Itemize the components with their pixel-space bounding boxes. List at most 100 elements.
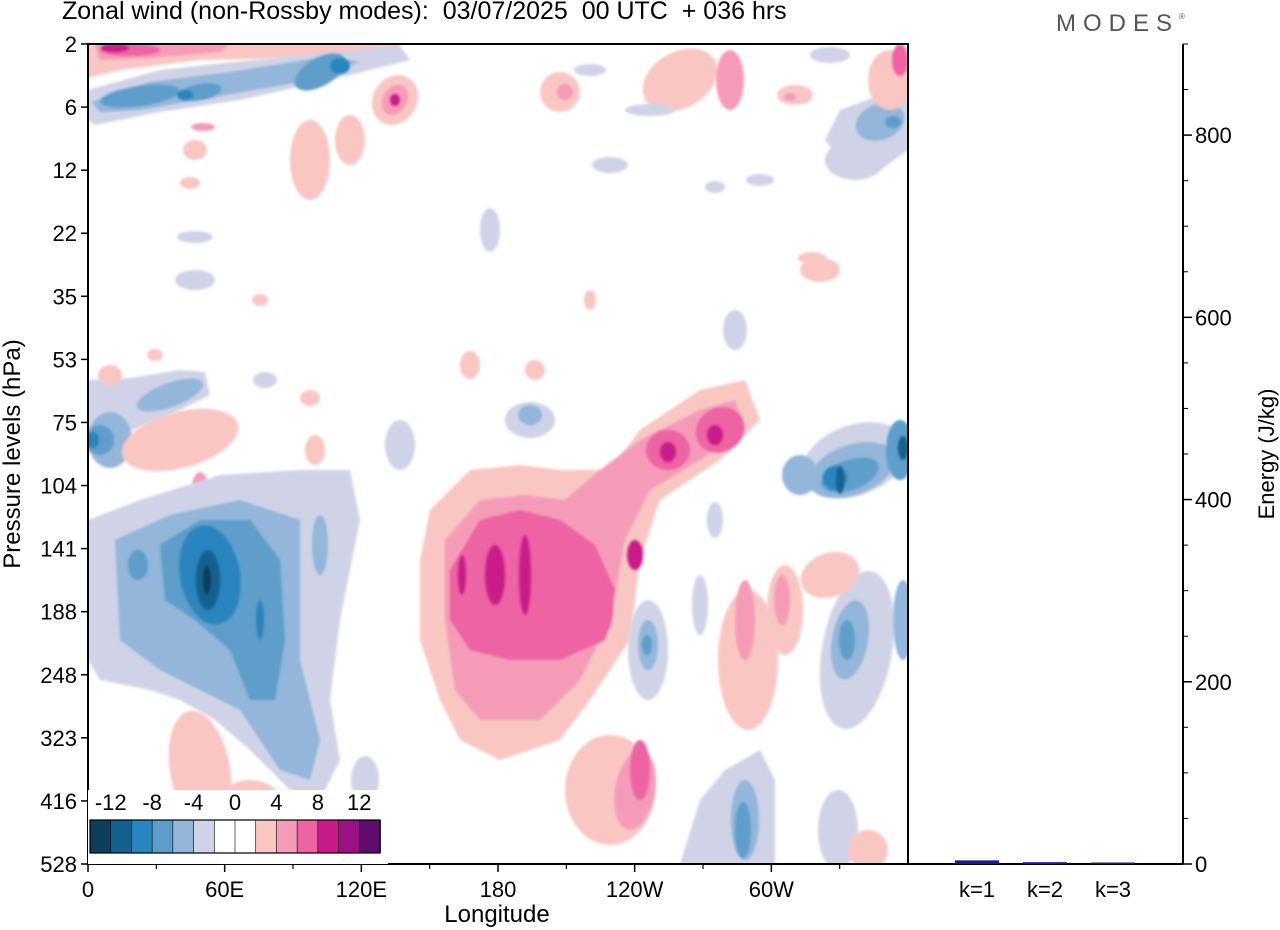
contour-region: [300, 390, 320, 406]
energy-category-label: k=2: [1027, 877, 1063, 902]
colorbar-cell: [234, 819, 257, 854]
y-tick-label: 188: [40, 600, 77, 625]
contour-region: [128, 550, 148, 580]
contour-region: [180, 177, 200, 189]
contour-region: [480, 208, 500, 252]
colorbar-cell: [296, 819, 319, 854]
contour-region: [385, 420, 415, 470]
colorbar-cell: [338, 819, 361, 854]
y-tick-label: 416: [40, 789, 77, 814]
contour-region: [782, 455, 818, 495]
y-tick-label: 12: [53, 158, 77, 183]
contour-region: [800, 551, 860, 599]
contour-region: [898, 436, 908, 460]
y-tick-label: 75: [53, 410, 77, 435]
contour-region: [723, 310, 747, 350]
contour-region: [121, 408, 239, 472]
contour-region: [305, 435, 325, 465]
energy-bars: k=1 k=2 k=3: [955, 860, 1135, 902]
x-axis-label: Longitude: [444, 901, 549, 928]
y-tick-label: 53: [53, 347, 77, 372]
contour-region: [893, 580, 908, 660]
contour-region: [818, 790, 858, 864]
contour-region: [253, 372, 277, 388]
contour-region: [177, 231, 213, 243]
contour-region: [784, 93, 796, 101]
contour-region: [692, 575, 708, 635]
contour-region: [485, 545, 505, 605]
contour-region: [147, 349, 163, 361]
colorbar-label: 0: [229, 790, 241, 815]
energy-bar: [1091, 862, 1135, 864]
contour-region: [798, 252, 826, 264]
contour-region: [460, 351, 480, 379]
x-axis-ticks: 0 60E 120E 180 120W 60W: [82, 864, 841, 902]
energy-tick-label: 200: [1195, 670, 1232, 695]
contour-region: [825, 140, 885, 180]
y-tick-label: 323: [40, 726, 77, 751]
modes-logo: MODES®: [1056, 10, 1185, 38]
colorbar-cell: [151, 819, 174, 854]
contour-region: [330, 58, 350, 74]
energy-axis-label: Energy (J/kg): [1254, 389, 1279, 520]
contour-region: [574, 64, 606, 76]
contour-region: [335, 115, 365, 165]
colorbar-cell: [110, 819, 133, 854]
contour-region: [892, 44, 908, 76]
colorbar-cell: [89, 819, 112, 854]
colorbar-label: 4: [270, 790, 282, 815]
y-tick-label: 35: [53, 284, 77, 309]
contour-region: [177, 90, 193, 100]
colorbar-label: 12: [347, 790, 371, 815]
contour-region: [525, 360, 545, 380]
colorbar-cell: [131, 819, 153, 854]
contour-region: [774, 575, 790, 625]
chart-title: Zonal wind (non-Rossby modes): 03/07/202…: [62, 0, 787, 25]
contour-region: [630, 740, 650, 800]
contour-region: [642, 635, 652, 655]
energy-tick-label: 600: [1195, 305, 1232, 330]
contour-region: [839, 620, 855, 660]
contour-region: [592, 157, 628, 173]
colorbar-cell: [255, 819, 278, 854]
contour-region: [660, 442, 676, 462]
contour-region: [519, 535, 531, 615]
contour-region: [290, 120, 330, 200]
colorbar-label: -4: [184, 790, 204, 815]
contour-region: [100, 84, 180, 108]
y-tick-label: 22: [53, 221, 77, 246]
y-tick-label: 2: [65, 32, 77, 57]
contour-region: [707, 425, 723, 445]
energy-tick-label: 800: [1195, 123, 1232, 148]
contour-region: [627, 540, 643, 570]
contour-region: [252, 294, 268, 306]
colorbar-cell: [213, 819, 236, 854]
contour-region: [642, 48, 718, 112]
contour-region: [183, 140, 207, 160]
colorbar-label: -8: [142, 790, 162, 815]
contour-region: [390, 94, 400, 106]
colorbar-frame: [89, 819, 381, 854]
contour-region: [680, 750, 775, 864]
contour-region: [312, 515, 328, 575]
y-tick-label: 248: [40, 663, 77, 688]
energy-category-label: k=3: [1095, 877, 1131, 902]
colorbar-cell: [193, 819, 216, 854]
contour-region: [718, 590, 778, 730]
x-tick-label: 60E: [205, 877, 244, 902]
x-tick-label: 180: [480, 877, 517, 902]
x-tick-label: 0: [82, 877, 94, 902]
contour-region: [136, 378, 204, 412]
contour-region: [101, 44, 129, 52]
contour-region: [735, 580, 755, 660]
energy-bar: [955, 860, 999, 864]
y-tick-label: 104: [40, 474, 77, 499]
energy-category-label: k=1: [959, 877, 995, 902]
x-tick-label: 120E: [336, 877, 387, 902]
logo-text: MODES: [1056, 10, 1180, 37]
contour-field: [88, 44, 908, 864]
contour-region: [885, 116, 901, 128]
colorbar-cell: [276, 819, 298, 854]
contour-region: [557, 84, 573, 100]
